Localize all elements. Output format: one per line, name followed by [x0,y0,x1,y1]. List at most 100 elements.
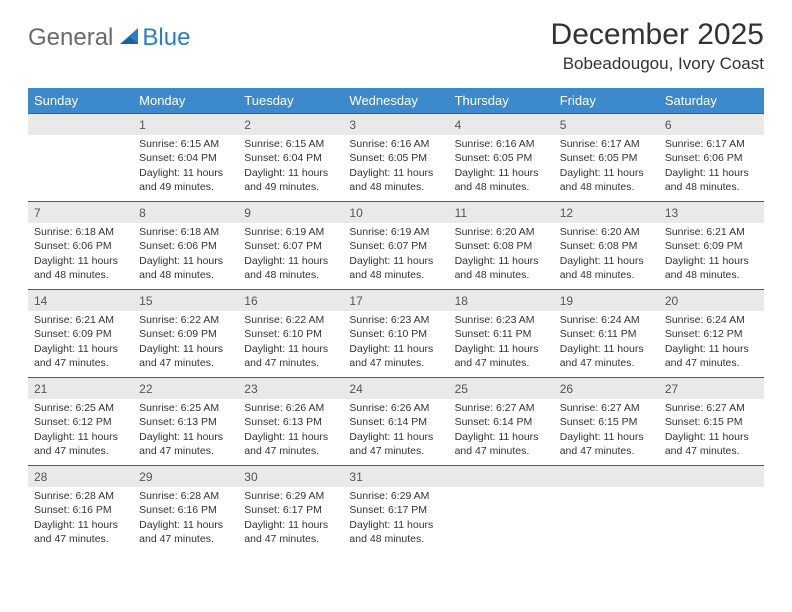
sunset-label: Sunset: [455,328,491,340]
daylight-line: Daylight: 11 hours and 48 minutes. [560,254,653,282]
sunset-line: Sunset: 6:09 PM [34,327,127,341]
sunrise-value: 6:18 AM [75,226,114,238]
sunset-line: Sunset: 6:13 PM [244,415,337,429]
sunset-label: Sunset: [560,152,596,164]
sunrise-value: 6:16 AM [391,138,430,150]
day-body: Sunrise: 6:20 AMSunset: 6:08 PMDaylight:… [554,223,659,286]
sunrise-label: Sunrise: [139,314,178,326]
sunrise-label: Sunrise: [349,402,388,414]
sunset-value: 6:09 PM [703,240,742,252]
sunrise-line: Sunrise: 6:22 AM [139,313,232,327]
day-body: Sunrise: 6:29 AMSunset: 6:17 PMDaylight:… [238,487,343,550]
calendar-week-row: 7Sunrise: 6:18 AMSunset: 6:06 PMDaylight… [28,202,764,290]
calendar-day-cell: 21Sunrise: 6:25 AMSunset: 6:12 PMDayligh… [28,378,133,466]
daylight-line: Daylight: 11 hours and 47 minutes. [244,518,337,546]
location: Bobeadougou, Ivory Coast [551,54,764,74]
weekday-header: Thursday [449,88,554,114]
sunrise-line: Sunrise: 6:16 AM [455,137,548,151]
sunrise-line: Sunrise: 6:26 AM [244,401,337,415]
day-number: 23 [238,378,343,399]
sunset-line: Sunset: 6:17 PM [244,503,337,517]
daylight-label: Daylight: [560,167,601,179]
sunrise-line: Sunrise: 6:22 AM [244,313,337,327]
sunset-label: Sunset: [244,152,280,164]
sunset-line: Sunset: 6:10 PM [244,327,337,341]
sunrise-line: Sunrise: 6:17 AM [665,137,758,151]
calendar-day-cell: 9Sunrise: 6:19 AMSunset: 6:07 PMDaylight… [238,202,343,290]
day-number: 2 [238,114,343,135]
calendar-day-cell: 7Sunrise: 6:18 AMSunset: 6:06 PMDaylight… [28,202,133,290]
sunset-value: 6:08 PM [493,240,532,252]
sunrise-value: 6:29 AM [391,490,430,502]
sunrise-line: Sunrise: 6:25 AM [34,401,127,415]
daylight-line: Daylight: 11 hours and 47 minutes. [665,342,758,370]
sunset-label: Sunset: [560,416,596,428]
sunset-label: Sunset: [349,328,385,340]
sunrise-label: Sunrise: [349,138,388,150]
sunset-value: 6:07 PM [388,240,427,252]
sunset-label: Sunset: [139,504,175,516]
sunrise-value: 6:24 AM [706,314,745,326]
logo-word-general: General [28,24,113,52]
day-number: 20 [659,290,764,311]
day-number: 10 [343,202,448,223]
daylight-line: Daylight: 11 hours and 48 minutes. [139,254,232,282]
calendar-day-cell: 5Sunrise: 6:17 AMSunset: 6:05 PMDaylight… [554,114,659,202]
daylight-label: Daylight: [34,255,75,267]
daylight-line: Daylight: 11 hours and 47 minutes. [244,430,337,458]
sunset-value: 6:06 PM [178,240,217,252]
daylight-line: Daylight: 11 hours and 47 minutes. [139,342,232,370]
sunset-value: 6:12 PM [703,328,742,340]
sunset-line: Sunset: 6:11 PM [560,327,653,341]
sunrise-label: Sunrise: [455,138,494,150]
daylight-line: Daylight: 11 hours and 48 minutes. [665,166,758,194]
sunrise-line: Sunrise: 6:26 AM [349,401,442,415]
sunset-value: 6:17 PM [283,504,322,516]
day-number: 8 [133,202,238,223]
day-number: 11 [449,202,554,223]
daylight-label: Daylight: [34,431,75,443]
sunset-line: Sunset: 6:06 PM [34,239,127,253]
day-number: 30 [238,466,343,487]
daylight-line: Daylight: 11 hours and 49 minutes. [244,166,337,194]
daylight-label: Daylight: [665,255,706,267]
sunrise-value: 6:27 AM [496,402,535,414]
sunset-value: 6:10 PM [388,328,427,340]
sunset-line: Sunset: 6:05 PM [349,151,442,165]
day-body: Sunrise: 6:27 AMSunset: 6:14 PMDaylight:… [449,399,554,462]
day-number: 22 [133,378,238,399]
sunset-label: Sunset: [665,416,701,428]
day-body: Sunrise: 6:15 AMSunset: 6:04 PMDaylight:… [238,135,343,198]
sunrise-label: Sunrise: [560,138,599,150]
sunrise-label: Sunrise: [455,226,494,238]
sunrise-value: 6:28 AM [181,490,220,502]
sunset-line: Sunset: 6:04 PM [244,151,337,165]
calendar-week-row: 21Sunrise: 6:25 AMSunset: 6:12 PMDayligh… [28,378,764,466]
day-number: 26 [554,378,659,399]
title-block: December 2025 Bobeadougou, Ivory Coast [551,18,764,74]
daylight-label: Daylight: [349,167,390,179]
daylight-label: Daylight: [560,343,601,355]
sunrise-line: Sunrise: 6:23 AM [349,313,442,327]
sunrise-label: Sunrise: [34,402,73,414]
calendar-day-cell: 29Sunrise: 6:28 AMSunset: 6:16 PMDayligh… [133,466,238,554]
sunrise-label: Sunrise: [34,314,73,326]
calendar-day-cell: 12Sunrise: 6:20 AMSunset: 6:08 PMDayligh… [554,202,659,290]
sunrise-label: Sunrise: [455,402,494,414]
sunrise-line: Sunrise: 6:24 AM [560,313,653,327]
month-title: December 2025 [551,18,764,52]
daylight-label: Daylight: [665,167,706,179]
sunset-line: Sunset: 6:10 PM [349,327,442,341]
sunset-value: 6:04 PM [283,152,322,164]
sunset-label: Sunset: [34,416,70,428]
sunrise-line: Sunrise: 6:27 AM [665,401,758,415]
sunrise-label: Sunrise: [665,226,704,238]
sunrise-value: 6:25 AM [75,402,114,414]
calendar-day-cell: 28Sunrise: 6:28 AMSunset: 6:16 PMDayligh… [28,466,133,554]
sunset-value: 6:07 PM [283,240,322,252]
daylight-label: Daylight: [349,519,390,531]
sunrise-value: 6:19 AM [286,226,325,238]
weekday-header: Friday [554,88,659,114]
sunset-line: Sunset: 6:14 PM [349,415,442,429]
daylight-label: Daylight: [244,431,285,443]
